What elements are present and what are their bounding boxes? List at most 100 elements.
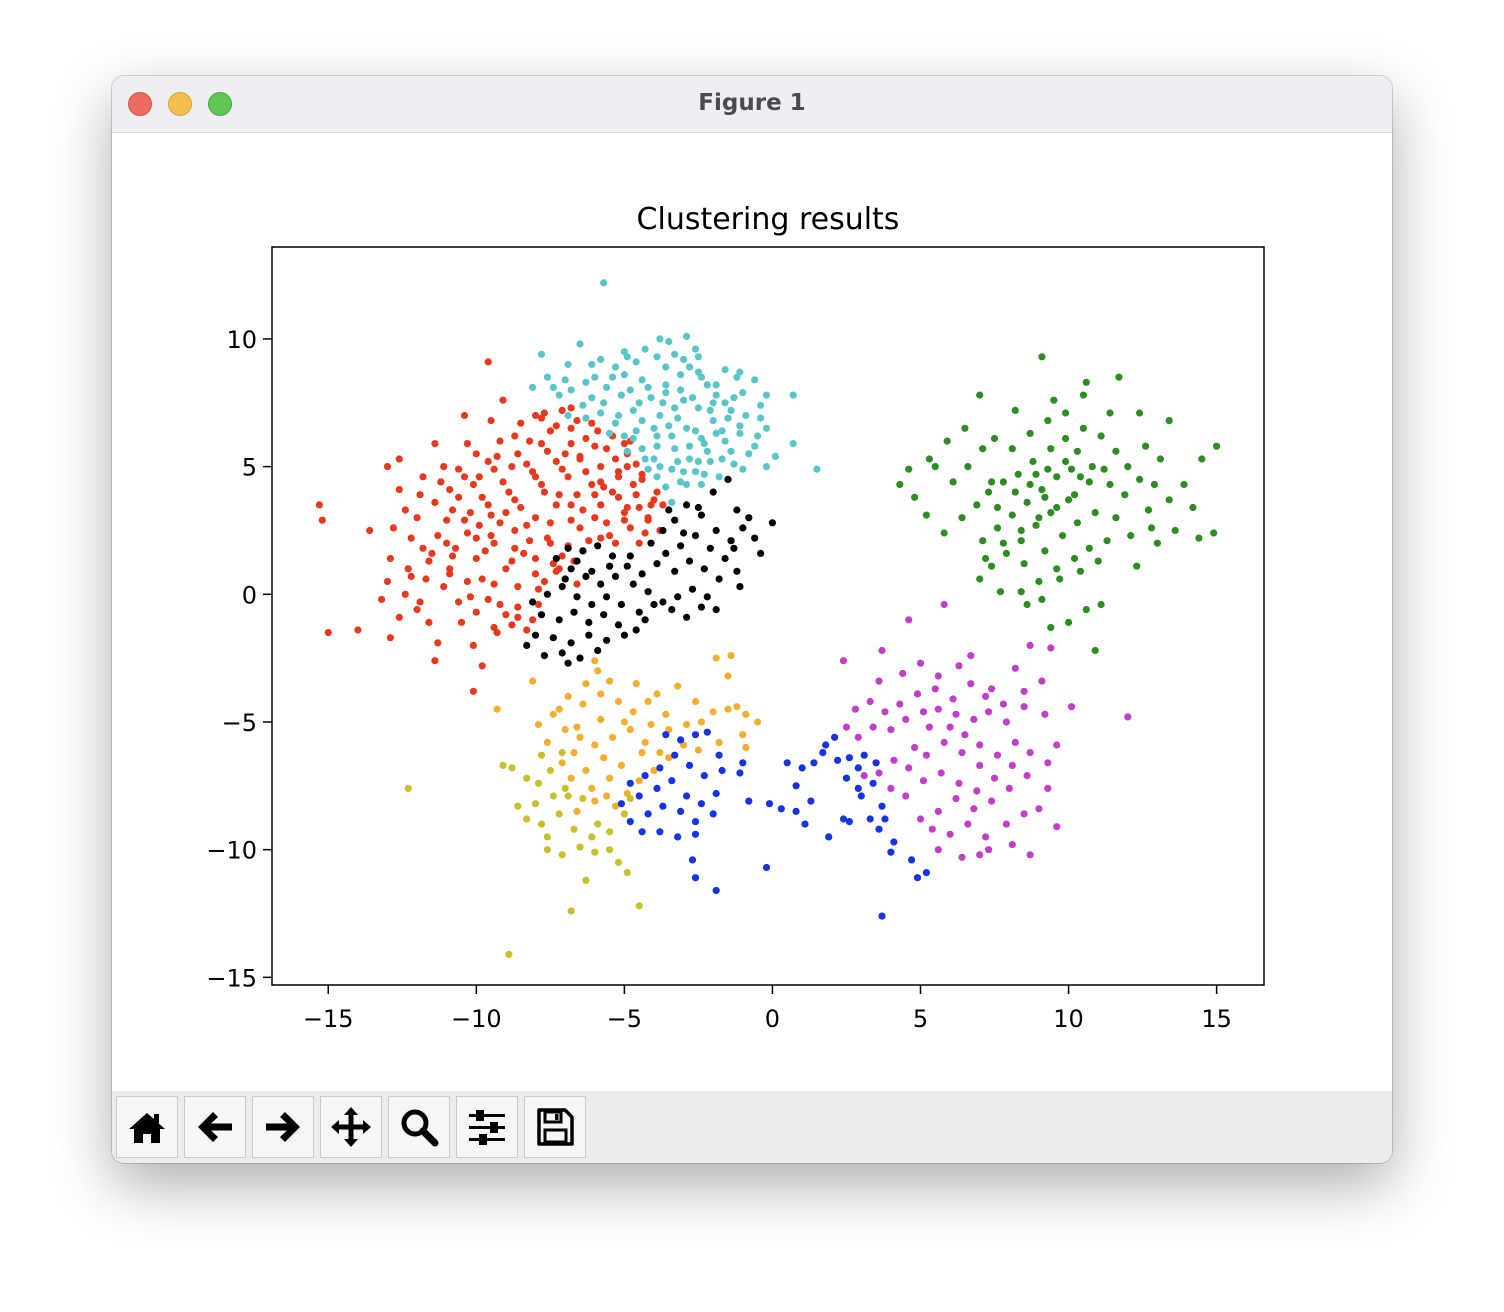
data-point bbox=[1020, 687, 1028, 695]
data-point bbox=[641, 772, 649, 780]
data-point bbox=[955, 662, 963, 670]
data-point bbox=[762, 463, 771, 471]
data-point bbox=[597, 355, 605, 363]
data-point bbox=[913, 874, 922, 882]
data-point bbox=[526, 537, 534, 545]
data-point bbox=[727, 537, 735, 545]
data-point bbox=[558, 649, 566, 657]
forward-button[interactable] bbox=[252, 1096, 314, 1158]
data-point bbox=[783, 759, 791, 767]
data-point bbox=[378, 595, 386, 603]
series-7 bbox=[839, 600, 1132, 861]
minimize-window-button[interactable] bbox=[168, 92, 192, 116]
data-point bbox=[606, 532, 614, 540]
data-point bbox=[718, 455, 726, 463]
data-point bbox=[606, 562, 614, 570]
data-point bbox=[561, 726, 569, 734]
data-point bbox=[680, 529, 688, 537]
data-point bbox=[1038, 486, 1046, 494]
data-point bbox=[478, 662, 486, 670]
data-point bbox=[620, 440, 628, 448]
figure-canvas[interactable]: Clustering results −15 −10 −5 0 5 10 15 −15 −10… bbox=[112, 133, 1392, 1091]
zoom-window-button[interactable] bbox=[208, 92, 232, 116]
data-point bbox=[570, 608, 578, 616]
data-point bbox=[567, 516, 575, 524]
data-point bbox=[549, 560, 557, 568]
back-button[interactable] bbox=[184, 1096, 246, 1158]
data-point bbox=[985, 846, 993, 854]
data-point bbox=[502, 611, 510, 619]
data-point bbox=[567, 639, 575, 647]
data-point bbox=[721, 399, 729, 407]
data-point bbox=[523, 460, 531, 468]
data-point bbox=[608, 733, 617, 741]
data-point bbox=[671, 751, 679, 759]
data-point bbox=[635, 777, 643, 785]
data-point bbox=[558, 406, 566, 414]
data-point bbox=[964, 820, 972, 828]
data-point bbox=[842, 723, 851, 731]
x-tick-label: 0 bbox=[765, 1005, 780, 1033]
data-point bbox=[623, 869, 631, 877]
data-point bbox=[845, 818, 854, 826]
data-point bbox=[736, 583, 744, 591]
data-point bbox=[1091, 509, 1099, 517]
data-point bbox=[383, 463, 392, 471]
data-point bbox=[940, 529, 948, 537]
data-point bbox=[1153, 539, 1161, 547]
data-point bbox=[839, 815, 848, 823]
data-point bbox=[552, 457, 560, 466]
data-point bbox=[680, 396, 688, 404]
data-point bbox=[401, 506, 409, 514]
data-point bbox=[641, 455, 649, 463]
data-point bbox=[688, 394, 697, 402]
data-point bbox=[988, 685, 996, 693]
configure-subplots-button[interactable] bbox=[456, 1096, 518, 1158]
series-5 bbox=[404, 749, 643, 959]
data-point bbox=[404, 565, 412, 573]
save-button[interactable] bbox=[524, 1096, 586, 1158]
data-point bbox=[611, 802, 620, 810]
data-point bbox=[404, 784, 412, 793]
data-point bbox=[934, 846, 942, 854]
data-point bbox=[685, 455, 694, 463]
data-point bbox=[588, 833, 596, 841]
data-point bbox=[680, 468, 688, 476]
data-point bbox=[508, 463, 516, 471]
close-window-button[interactable] bbox=[128, 92, 152, 116]
data-point bbox=[514, 603, 522, 611]
data-point bbox=[742, 411, 750, 420]
data-point bbox=[724, 414, 732, 422]
data-point bbox=[591, 373, 599, 381]
data-point bbox=[537, 820, 546, 828]
data-point bbox=[709, 399, 717, 407]
data-point bbox=[668, 498, 676, 506]
data-point bbox=[1198, 455, 1206, 463]
data-point bbox=[635, 608, 643, 616]
data-point bbox=[946, 723, 954, 731]
data-point bbox=[591, 848, 599, 856]
pan-button[interactable] bbox=[320, 1096, 382, 1158]
data-point bbox=[819, 749, 827, 757]
data-point bbox=[789, 391, 797, 399]
data-point bbox=[659, 399, 667, 407]
data-point bbox=[555, 616, 563, 624]
home-button[interactable] bbox=[116, 1096, 178, 1158]
data-point bbox=[691, 697, 700, 706]
data-point bbox=[318, 516, 326, 524]
data-point bbox=[715, 751, 723, 759]
data-point bbox=[677, 542, 685, 550]
data-point bbox=[611, 455, 620, 463]
data-point bbox=[567, 565, 575, 573]
data-point bbox=[579, 506, 587, 514]
data-point bbox=[668, 432, 676, 440]
zoom-button[interactable] bbox=[388, 1096, 450, 1158]
data-point bbox=[573, 557, 581, 565]
data-point bbox=[614, 468, 623, 476]
data-point bbox=[573, 807, 581, 816]
data-point bbox=[484, 358, 492, 366]
data-point bbox=[730, 460, 738, 468]
scatter-chart[interactable]: Clustering results −15 −10 −5 0 5 10 15 −15 −10… bbox=[112, 133, 1392, 1091]
title-bar[interactable]: Figure 1 bbox=[112, 76, 1392, 133]
data-point bbox=[534, 600, 543, 609]
